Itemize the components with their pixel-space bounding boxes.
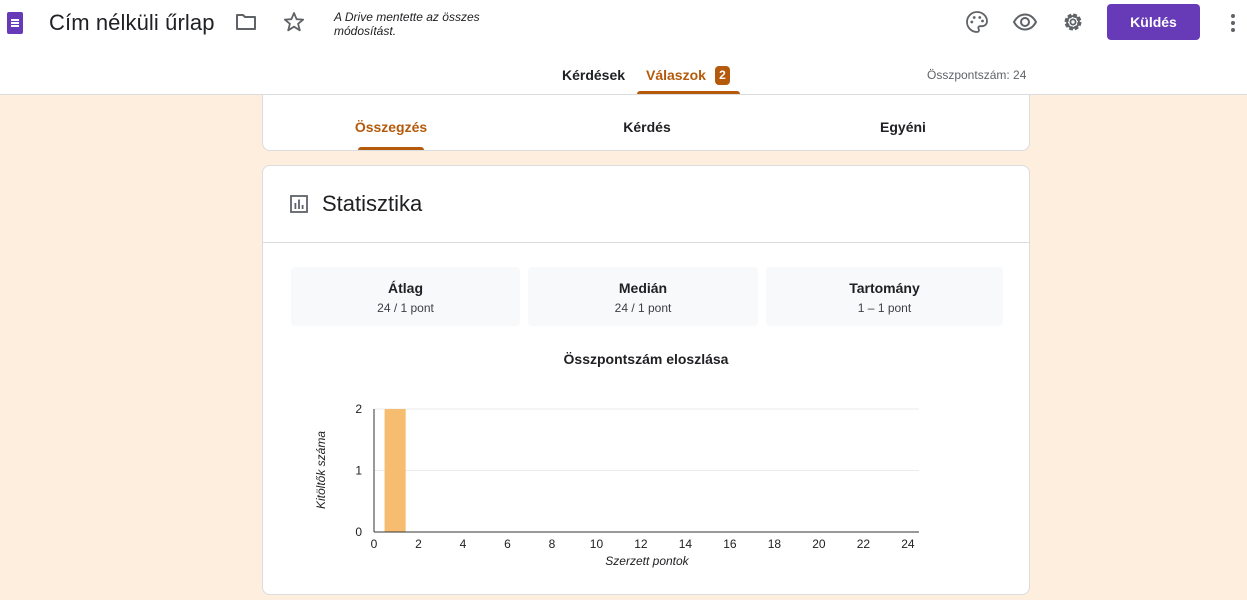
tab-responses[interactable]: Válaszok [646, 67, 706, 83]
subtab-summary[interactable]: Összegzés [354, 119, 428, 135]
subtab-active-indicator [358, 147, 424, 150]
more-vert-icon[interactable] [1227, 12, 1239, 34]
metric-label: Átlag [388, 280, 423, 296]
top-bar: Cím nélküli űrlap A Drive mentette az ös… [0, 0, 1247, 95]
y-tick-label: 0 [355, 525, 362, 539]
metric-value: 1 – 1 pont [857, 301, 912, 315]
metric-label: Tartomány [849, 280, 920, 296]
x-tick-label: 10 [590, 537, 604, 551]
eye-icon[interactable] [1012, 10, 1038, 34]
x-tick-label: 12 [634, 537, 648, 551]
x-axis-title: Szerzett pontok [605, 554, 689, 568]
x-tick-label: 8 [549, 537, 556, 551]
score-distribution-chart: 012 0 2 4 6 8 10 12 14 16 18 20 22 24 Kitöltők száma… [314, 402, 919, 568]
metric-value: 24 / 1 pont [377, 301, 434, 315]
total-score-label: Összpontszám: 24 [927, 68, 1027, 82]
tab-active-indicator [637, 91, 740, 94]
x-tick-label: 14 [679, 537, 693, 551]
statistics-header: Statisztika [263, 166, 1029, 243]
metric-average: Átlag 24 / 1 pont [291, 267, 520, 326]
chart-bar [384, 409, 406, 532]
x-tick-label: 6 [504, 537, 511, 551]
y-tick-label: 2 [355, 402, 362, 416]
metric-value: 24 / 1 pont [614, 301, 672, 315]
save-status: A Drive mentette az összes módosítást. [334, 10, 480, 38]
responses-count-badge: 2 [715, 66, 730, 85]
statistics-title: Statisztika [322, 191, 423, 216]
x-tick-label: 0 [371, 537, 378, 551]
metric-median: Medián 24 / 1 pont [528, 267, 758, 326]
metric-range: Tartomány 1 – 1 pont [766, 267, 1003, 326]
form-title[interactable]: Cím nélküli űrlap [49, 10, 215, 35]
x-tick-label: 16 [723, 537, 737, 551]
forms-logo-icon[interactable] [7, 12, 23, 34]
x-tick-label: 20 [812, 537, 826, 551]
subtab-individual[interactable]: Egyéni [880, 119, 926, 135]
tab-questions[interactable]: Kérdések [562, 67, 626, 83]
folder-icon[interactable] [235, 12, 257, 32]
metric-label: Medián [618, 280, 668, 296]
statistics-card: Statisztika Átlag 24 / 1 pont Medián 24 … [262, 165, 1030, 595]
y-tick-label: 1 [355, 464, 362, 478]
chart-title: Összpontszám eloszlása [563, 351, 729, 367]
gear-icon[interactable] [1061, 10, 1085, 34]
bar-chart-icon [290, 195, 308, 213]
x-tick-label: 2 [415, 537, 422, 551]
palette-icon[interactable] [965, 10, 989, 34]
response-view-tabs: Összegzés Kérdés Egyéni [262, 95, 1030, 151]
x-tick-label: 18 [768, 537, 782, 551]
x-tick-label: 22 [857, 537, 871, 551]
x-tick-label: 24 [901, 537, 915, 551]
y-axis-title: Kitöltők száma [314, 431, 328, 509]
subtab-question[interactable]: Kérdés [623, 119, 671, 135]
x-tick-label: 4 [460, 537, 467, 551]
send-button[interactable]: Küldés [1107, 4, 1200, 40]
star-icon[interactable] [283, 11, 305, 33]
